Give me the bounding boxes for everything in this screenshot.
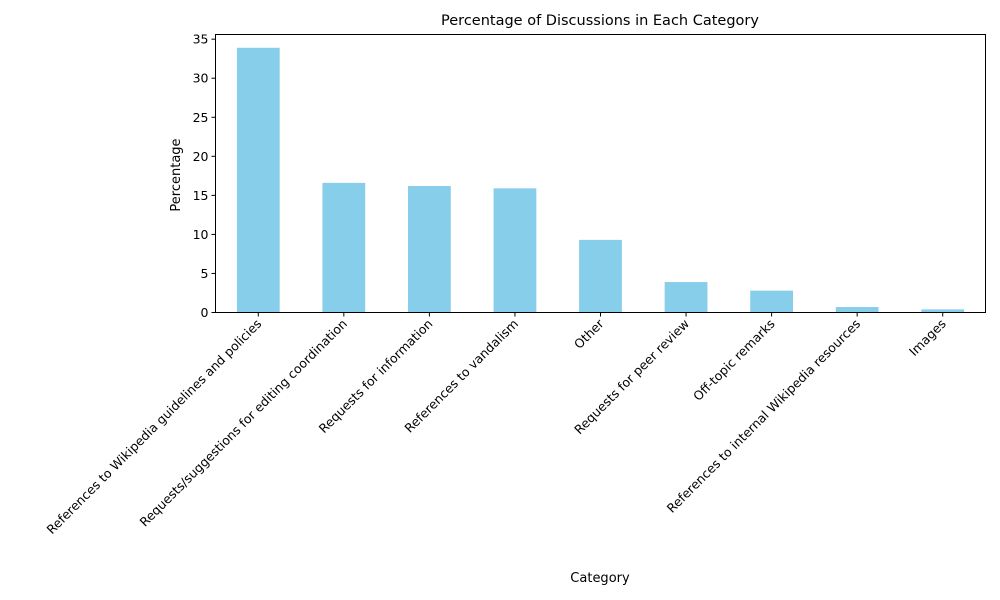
bar-3: [493, 188, 537, 313]
bar-5: [664, 282, 708, 313]
x-tick-label-6: Off-topic remarks: [690, 316, 778, 404]
bar-1: [322, 182, 366, 313]
bar-0: [236, 47, 280, 313]
y-tick-label-5: 25: [193, 110, 209, 125]
plot-frame: [215, 34, 986, 313]
x-tick-label-4: Other: [571, 315, 607, 351]
y-axis: 0 5 10 15 20 25 30 35: [193, 32, 216, 320]
y-tick-label-0: 0: [201, 305, 209, 320]
x-axis: References to Wikipedia guidelines and p…: [43, 312, 949, 537]
y-tick-label-1: 5: [201, 266, 209, 281]
bar-7: [835, 307, 879, 313]
bar-2: [408, 185, 451, 313]
y-axis-label: Percentage: [169, 138, 184, 211]
bar-8: [921, 309, 965, 313]
y-tick-label-3: 15: [193, 188, 209, 203]
bars-group: [236, 47, 965, 313]
bar-4: [579, 239, 622, 313]
chart-title: Percentage of Discussions in Each Catego…: [441, 13, 759, 29]
bar-6: [750, 290, 793, 313]
y-tick-label-4: 20: [193, 149, 209, 164]
x-tick-label-8: Images: [906, 316, 949, 359]
y-tick-label-2: 10: [193, 227, 209, 242]
x-tick-label-7: References to internal Wikipedia resourc…: [664, 316, 864, 516]
x-axis-label: Category: [570, 571, 630, 586]
y-tick-label-7: 35: [193, 32, 209, 47]
y-tick-label-6: 30: [193, 71, 209, 86]
